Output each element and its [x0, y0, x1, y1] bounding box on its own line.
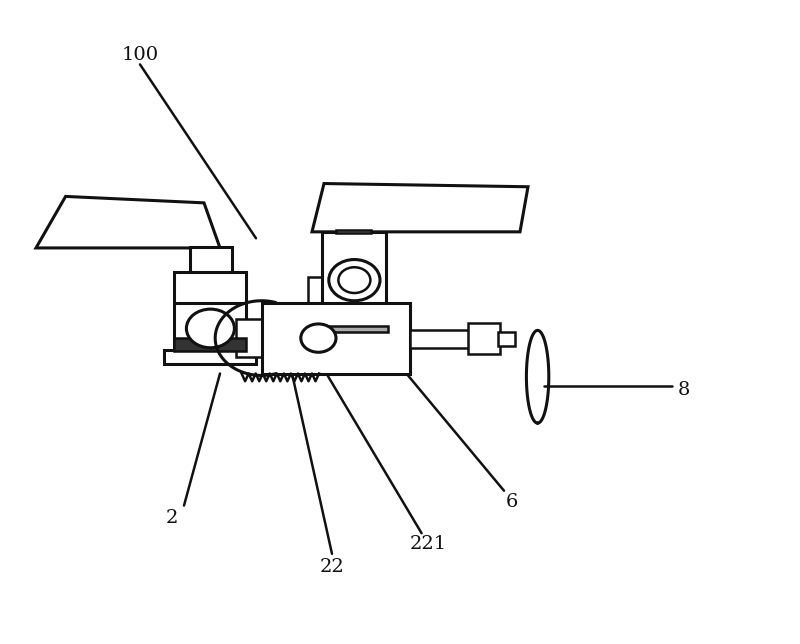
Text: 100: 100 [122, 46, 158, 64]
Bar [174, 272, 246, 351]
Bar [190, 247, 232, 274]
Bar [236, 319, 262, 357]
Circle shape [301, 324, 336, 352]
Bar [410, 330, 470, 348]
Bar [312, 326, 388, 336]
Text: 22: 22 [320, 558, 344, 576]
Text: 2: 2 [166, 509, 178, 527]
Bar [336, 230, 371, 233]
Bar [498, 332, 515, 346]
Text: 6: 6 [506, 493, 518, 511]
Polygon shape [312, 184, 528, 232]
Bar [164, 350, 256, 364]
Bar [308, 277, 322, 304]
Bar [262, 303, 410, 374]
Circle shape [186, 309, 234, 348]
Bar [312, 326, 388, 332]
Bar [468, 323, 500, 354]
Bar [322, 232, 386, 328]
Circle shape [338, 267, 370, 293]
Polygon shape [36, 196, 220, 248]
Text: 8: 8 [678, 381, 690, 399]
Text: 221: 221 [410, 535, 446, 553]
Circle shape [329, 260, 380, 301]
Bar [174, 338, 246, 351]
